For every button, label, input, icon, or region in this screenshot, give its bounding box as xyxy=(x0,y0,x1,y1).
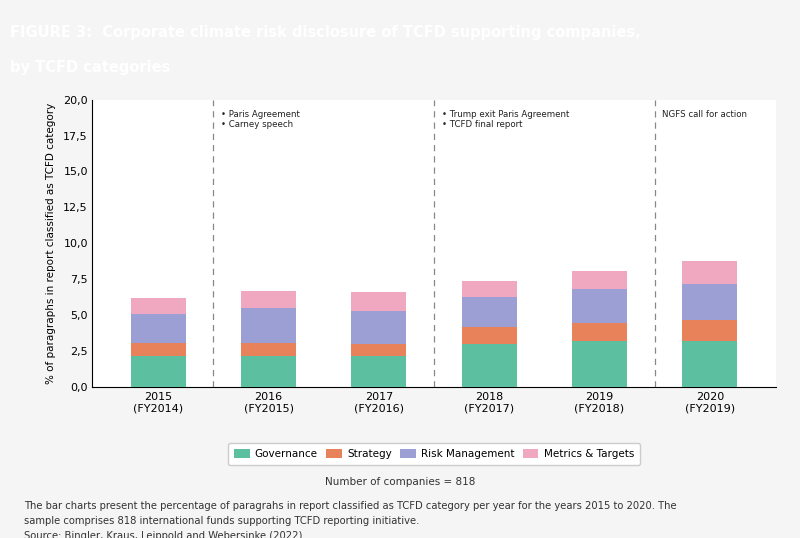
Bar xyxy=(241,308,296,343)
Bar xyxy=(572,323,627,341)
Bar xyxy=(241,356,296,387)
Y-axis label: % of paragraphs in report classified as TCFD category: % of paragraphs in report classified as … xyxy=(46,103,56,384)
Legend: Governance, Strategy, Risk Management, Metrics & Targets: Governance, Strategy, Risk Management, M… xyxy=(228,443,640,465)
Bar xyxy=(462,327,517,344)
Bar xyxy=(572,271,627,289)
Bar xyxy=(682,284,738,320)
Text: NGFS call for action: NGFS call for action xyxy=(662,110,747,118)
Bar xyxy=(462,296,517,327)
Bar xyxy=(130,356,186,387)
Bar xyxy=(682,261,738,284)
Bar xyxy=(130,343,186,356)
Bar xyxy=(462,344,517,387)
Text: Number of companies = 818: Number of companies = 818 xyxy=(325,477,475,486)
Bar xyxy=(130,298,186,314)
Bar xyxy=(462,281,517,296)
Bar xyxy=(572,341,627,387)
Text: FIGURE 3:  Corporate climate risk disclosure of TCFD supporting companies,: FIGURE 3: Corporate climate risk disclos… xyxy=(10,25,640,40)
Bar xyxy=(682,341,738,387)
Text: The bar charts present the percentage of paragrahs in report classified as TCFD : The bar charts present the percentage of… xyxy=(24,501,677,538)
Bar xyxy=(351,356,406,387)
Bar xyxy=(351,344,406,356)
Bar xyxy=(351,292,406,311)
Bar xyxy=(572,289,627,323)
Bar xyxy=(241,291,296,308)
Bar xyxy=(682,320,738,341)
Bar xyxy=(130,314,186,343)
Text: • Paris Agreement
• Carney speech: • Paris Agreement • Carney speech xyxy=(221,110,300,129)
Text: • Trump exit Paris Agreement
• TCFD final report: • Trump exit Paris Agreement • TCFD fina… xyxy=(442,110,569,129)
Text: by TCFD categories: by TCFD categories xyxy=(10,60,170,75)
Bar xyxy=(241,343,296,356)
Bar xyxy=(351,311,406,344)
